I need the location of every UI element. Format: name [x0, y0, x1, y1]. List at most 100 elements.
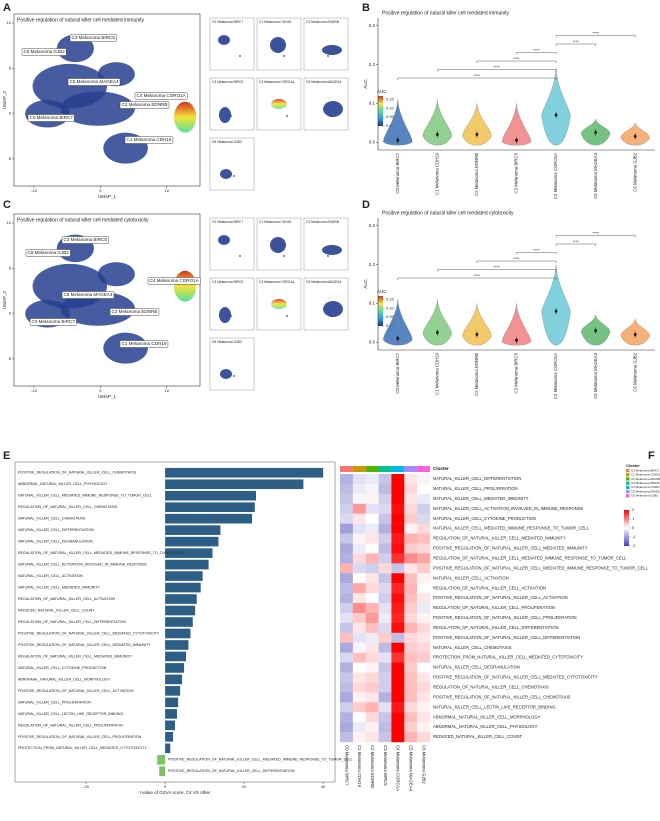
facet-title: C0 Melanoma BIRC7 — [212, 20, 243, 24]
heat-cell — [417, 583, 431, 594]
row-label: NATURAL_KILLER_CELL_LECTIN_LIKE_RECEPTOR… — [433, 704, 556, 709]
facet-title: C3 Melanoma BIRC5 — [212, 280, 243, 284]
column-label: C2 Melanoma EDNRB — [370, 745, 375, 788]
cluster-label: C6 Melanoma GJB2 — [24, 49, 66, 54]
heat-cell — [391, 503, 405, 514]
heat-cell — [417, 513, 431, 524]
y-tick-label: 0 — [9, 111, 12, 116]
heat-cell — [352, 642, 366, 653]
heat-cell — [391, 732, 405, 743]
heat-cell — [365, 632, 379, 643]
row-label: REGULATION_OF_NATURAL_KILLER_CELL_DIFFER… — [433, 625, 559, 630]
facet-cloud — [270, 37, 286, 53]
heat-cell — [404, 682, 418, 693]
cluster-label: C1 Melanoma CDH19 — [127, 137, 172, 142]
bar-label: NATURAL_KILLER_CELL_LECTIN_LIKE_RECEPTOR… — [18, 712, 124, 716]
cluster-label: C5 Melanoma MAGEA4 — [70, 79, 119, 84]
bar-label: NATURAL_KILLER_CELL_DIFFERENTIATION — [18, 528, 94, 532]
heat-cell — [340, 702, 354, 713]
heat-cell — [365, 622, 379, 634]
row-label: POSITIVE_REGULATION_OF_NATURAL_KILLER_CE… — [433, 595, 568, 600]
heat-cell — [404, 533, 418, 544]
bar — [165, 571, 203, 581]
y-tick-label: 5 — [9, 265, 12, 270]
heat-cell — [340, 712, 354, 723]
significance-bracket — [397, 77, 557, 80]
x-tick-label: -20 — [83, 784, 90, 789]
y-tick-label: 10 — [7, 20, 12, 25]
heat-cell — [404, 474, 418, 485]
column-label: C1 Melanoma CDH19 — [357, 745, 362, 788]
facet-dot — [233, 375, 235, 377]
bar-label: POSITIVE_REGULATION_OF_NATURAL_KILLER_CE… — [18, 689, 134, 693]
heat-cell — [365, 712, 379, 723]
heat-cell — [352, 573, 366, 584]
facet-title: C6 Melanoma GJB2 — [212, 340, 242, 344]
heat-cell — [378, 622, 392, 634]
facet-dot — [239, 55, 241, 57]
heat-cell — [352, 493, 366, 504]
heat-cell — [365, 692, 379, 703]
facet-dot — [286, 315, 288, 317]
bar — [165, 605, 196, 616]
heat-cell — [378, 533, 392, 544]
facet-cloud — [218, 235, 230, 245]
y-tick-label: 10 — [7, 220, 12, 225]
heat-cell — [404, 702, 418, 713]
bar — [165, 640, 189, 650]
y-axis-label: AUC — [363, 79, 368, 89]
facet-title: C6 Melanoma GJB2 — [212, 140, 242, 144]
heat-cell — [417, 474, 431, 485]
violin — [383, 99, 413, 146]
facet-cloud — [219, 107, 231, 123]
colorbar-tick-label: 1 — [632, 516, 635, 521]
heat-cell — [417, 632, 431, 643]
heat-cell — [340, 583, 354, 594]
cluster-label: C4 Melanoma CORO1A — [137, 93, 187, 98]
bar — [165, 743, 171, 754]
row-label: REGULATION_OF_NATURAL_KILLER_CELL_ACTIVA… — [433, 585, 546, 590]
heat-cell — [365, 503, 379, 514]
y-axis-label: UMAP_2 — [2, 91, 7, 110]
heat-cell — [391, 672, 405, 683]
heat-cell — [340, 652, 354, 663]
heat-cell — [378, 732, 392, 743]
panel-letter: A — [3, 2, 11, 14]
significance-label: **** — [474, 273, 481, 278]
heat-cell — [378, 642, 392, 653]
facet-cloud — [271, 99, 287, 109]
bar — [165, 594, 197, 604]
bar — [165, 709, 177, 719]
heat-cell — [378, 573, 392, 584]
row-label: REGULATION_OF_NATURAL_KILLER_CELL_CHEMOT… — [433, 685, 549, 690]
heat-cell — [404, 652, 418, 663]
colorbar — [378, 296, 383, 326]
facet-frame — [303, 217, 349, 271]
heat-cell — [365, 493, 379, 504]
colorbar-tick-label: 0.10 — [386, 305, 395, 310]
cluster-annotation — [352, 466, 366, 472]
heat-cell — [340, 632, 354, 643]
facet-dot — [330, 315, 332, 317]
significance-label: **** — [593, 31, 600, 36]
heat-cell — [340, 503, 354, 514]
heat-cell — [340, 573, 354, 584]
row-label: NATURAL_KILLER_CELL_ACTIVATION — [433, 575, 509, 580]
heat-cell — [378, 672, 392, 683]
heat-cell — [391, 543, 405, 554]
heat-cell — [365, 543, 379, 554]
cell-cloud — [25, 100, 70, 128]
x-tick-label: C3 Melanoma BIRC5 — [514, 152, 519, 193]
heat-cell — [378, 513, 392, 524]
significance-bracket — [516, 252, 557, 255]
bar-label: POSITIVE_REGULATION_OF_NATURAL_KILLER_CE… — [18, 631, 160, 635]
heat-cell — [352, 732, 366, 743]
facet-cloud — [220, 169, 232, 179]
heat-cell — [391, 483, 405, 495]
significance-label: **** — [513, 256, 520, 261]
significance-bracket — [476, 260, 557, 263]
facet-frame — [209, 337, 255, 391]
y-tick-label: -5 — [7, 356, 11, 361]
heat-cell — [417, 712, 431, 723]
heat-cell — [404, 583, 418, 594]
